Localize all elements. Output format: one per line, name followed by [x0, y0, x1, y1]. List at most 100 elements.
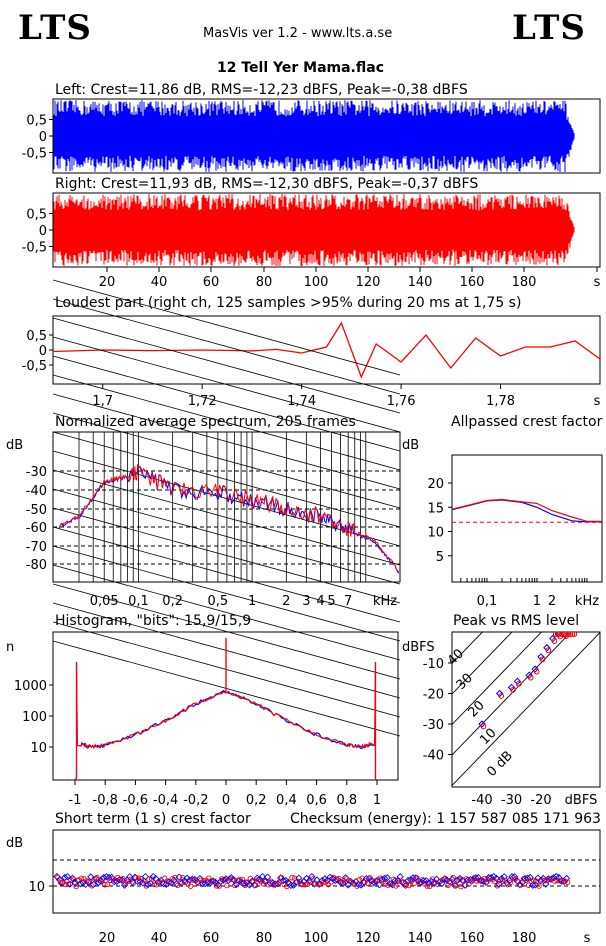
peakrms-point	[559, 632, 565, 637]
peakrms-point	[515, 680, 522, 687]
allpassed-ylabel: dB	[402, 438, 419, 453]
loudest-xtick-label: 1,74	[287, 394, 316, 409]
spectrum-diag-line	[52, 374, 401, 471]
peakrms-point	[554, 632, 561, 637]
shortterm-point	[224, 882, 230, 889]
shortterm-point	[536, 883, 542, 889]
peakrms-title: Peak vs RMS level	[453, 613, 580, 629]
shortterm-point	[344, 881, 352, 889]
shortterm-frame	[52, 829, 601, 914]
histogram-xtick-label: 1	[373, 793, 381, 808]
peakrms-diagonal	[452, 632, 600, 787]
shortterm-xtick-label: 20	[99, 931, 116, 946]
peakrms-point	[552, 632, 559, 637]
right-xtick-label: 20	[99, 275, 116, 290]
loudest-title: Loudest part (right ch, 125 samples >95%…	[55, 295, 522, 311]
shortterm-point	[406, 882, 412, 889]
peakrms-diagonal	[452, 632, 572, 756]
shortterm-point	[161, 875, 168, 882]
peakrms-ytick-label: -20	[423, 688, 444, 703]
allpassed-ytick-label: 10	[427, 526, 444, 541]
peakrms-point	[545, 647, 552, 654]
allpassed-ytick-label: 5	[436, 550, 444, 565]
shortterm-point	[453, 883, 459, 889]
right-xtick-label: 120	[356, 275, 381, 290]
histogram-xtick-label: -0,4	[153, 793, 178, 808]
histogram-ytick-label: 1000	[14, 679, 47, 694]
spectrum-ytick-label: -40	[26, 484, 47, 499]
spectrum-xtick-label: 1	[248, 594, 256, 609]
allpassed-xtick-label: 0,1	[477, 594, 498, 609]
peakrms-point	[498, 693, 505, 699]
peakrms-diagonal	[452, 632, 484, 665]
right-title: Right: Crest=11,93 dB, RMS=-12,30 dBFS, …	[55, 176, 479, 192]
loudest-ytick-label: 0	[39, 344, 47, 359]
shortterm-point	[57, 879, 64, 886]
spectrum-ytick-label: -70	[26, 540, 47, 555]
histogram-xtick-label: -0,2	[183, 793, 208, 808]
shortterm-point	[409, 874, 417, 882]
peakrms-point	[527, 674, 534, 681]
logo-left: LTS	[18, 8, 92, 48]
shortterm-point	[356, 877, 363, 883]
peakrms-diagonal	[452, 632, 513, 695]
histogram-xtick-label: 0,6	[306, 793, 327, 808]
spectrum-diag-line	[52, 298, 401, 395]
logo-right: LTS	[512, 8, 586, 48]
shortterm-point	[65, 881, 72, 888]
histogram-xtick-label: 0	[222, 793, 230, 808]
allpassed-right-line	[451, 498, 602, 522]
shortterm-point	[232, 880, 241, 889]
peakrms-point	[480, 723, 487, 730]
shortterm-point	[299, 881, 306, 888]
shortterm-point	[152, 875, 160, 883]
loudest-xtick-label: s	[594, 394, 601, 409]
right-xtick-label: 180	[512, 275, 537, 290]
shortterm-point	[523, 874, 532, 882]
shortterm-point	[507, 879, 514, 886]
peakrms-point	[569, 632, 576, 637]
shortterm-point	[86, 878, 92, 885]
shortterm-point	[341, 874, 350, 882]
shortterm-xtick-label: 80	[256, 931, 273, 946]
loudest-xtick-label: 1,7	[92, 394, 113, 409]
shortterm-point	[151, 881, 157, 888]
spectrum-ytick-label: -50	[26, 503, 47, 518]
shortterm-point	[289, 874, 295, 881]
shortterm-xtick-label: 60	[203, 931, 220, 946]
peakrms-ytick-label: -10	[423, 657, 444, 672]
peakrms-point	[533, 668, 540, 675]
shortterm-point	[372, 878, 378, 884]
spectrum-diag-line	[52, 317, 401, 414]
shortterm-point	[187, 883, 194, 889]
peakrms-point	[563, 632, 569, 637]
left-ytick-label: 0	[39, 130, 47, 145]
histogram-xtick-label: 0,8	[336, 793, 357, 808]
shortterm-point	[552, 872, 560, 881]
shortterm-point	[245, 881, 254, 889]
shortterm-point	[102, 882, 108, 888]
peakrms-xtick-label: -20	[530, 793, 551, 808]
shortterm-point	[53, 872, 61, 881]
shortterm-point	[525, 882, 532, 888]
shortterm-point	[204, 878, 212, 887]
spectrum-left-line	[58, 465, 400, 574]
peakrms-diagonals	[452, 632, 600, 787]
histogram-ylabel: n	[6, 640, 14, 655]
peakrms-ytick-label: -40	[423, 749, 444, 764]
shortterm-point	[492, 878, 498, 885]
shortterm-point	[276, 879, 282, 886]
app-title: MasVis ver 1.2 - www.lts.a.se	[203, 26, 393, 41]
spectrum-diag-line	[52, 545, 401, 642]
left-title: Left: Crest=11,86 dB, RMS=-12,23 dBFS, P…	[55, 82, 468, 98]
spectrum-xtick-label: 7	[344, 594, 352, 609]
shortterm-point	[326, 873, 334, 881]
histogram-ytick-label: 10	[30, 741, 47, 756]
shortterm-point	[282, 876, 290, 885]
shortterm-point	[287, 881, 295, 890]
right-xtick-label: 80	[256, 275, 273, 290]
peakrms-point	[539, 656, 546, 663]
shortterm-point	[564, 879, 571, 885]
spectrum-xtick-label: 4	[316, 594, 324, 609]
shortterm-point	[380, 874, 389, 883]
